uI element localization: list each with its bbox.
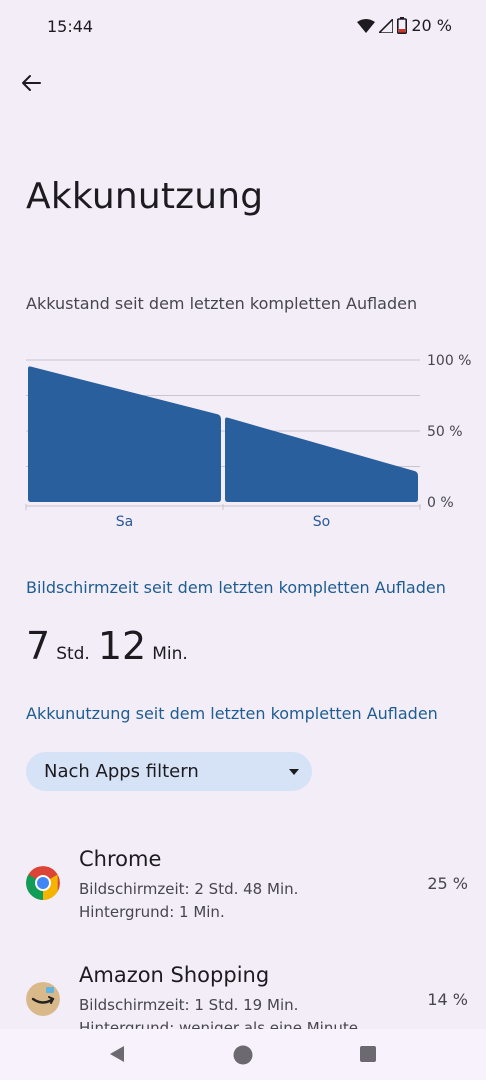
app-percent: 14 %	[427, 990, 468, 1009]
dropdown-arrow-icon	[289, 768, 299, 775]
nav-home-icon[interactable]	[233, 1045, 253, 1065]
screen-time-hours: 7	[26, 624, 51, 668]
y-tick-label: 0 %	[427, 495, 454, 511]
page-title: Akkunutzung	[26, 176, 264, 217]
battery-area-2	[225, 417, 418, 502]
back-button[interactable]	[16, 68, 46, 98]
battery-icon	[397, 17, 408, 34]
app-name: Chrome	[79, 847, 162, 871]
app-row-chrome[interactable]: Chrome Bildschirmzeit: 2 Std. 48 Min. Hi…	[0, 836, 486, 936]
usage-heading: Akkunutzung seit dem letzten kompletten …	[26, 704, 438, 723]
nav-recents-icon[interactable]	[360, 1046, 376, 1062]
y-tick-label: 50 %	[427, 424, 463, 440]
screen-time-minutes-unit: Min.	[152, 644, 188, 664]
chrome-icon	[26, 866, 60, 900]
app-filter-dropdown[interactable]: Nach Apps filtern	[26, 752, 312, 791]
wifi-icon	[357, 18, 376, 33]
screen-time-heading: Bildschirmzeit seit dem letzten komplett…	[26, 578, 446, 597]
cell-signal-icon	[379, 18, 394, 33]
nav-back-icon[interactable]	[108, 1045, 126, 1063]
screen-time-hours-unit: Std.	[56, 644, 90, 664]
status-time: 15:44	[47, 17, 94, 36]
y-tick-label: 100 %	[427, 353, 471, 369]
navigation-bar	[0, 1029, 486, 1080]
x-tick-label: So	[313, 514, 330, 530]
arrow-back-icon	[22, 75, 41, 91]
app-name: Amazon Shopping	[79, 963, 270, 987]
chart-subtitle: Akkustand seit dem letzten kompletten Au…	[26, 294, 418, 313]
screen-time-minutes: 12	[97, 624, 147, 668]
status-icons: 20 %	[357, 16, 452, 35]
battery-area-1	[28, 366, 221, 502]
filter-label: Nach Apps filtern	[44, 761, 199, 782]
screen-time-value: 7 Std. 12 Min.	[26, 624, 196, 668]
app-screen-time: Bildschirmzeit: 2 Std. 48 Min.	[79, 880, 299, 898]
app-percent: 25 %	[427, 874, 468, 893]
amazon-icon	[26, 982, 60, 1016]
x-tick-label: Sa	[116, 514, 133, 530]
app-screen-time: Bildschirmzeit: 1 Std. 19 Min.	[79, 996, 299, 1014]
battery-percent: 20 %	[411, 16, 452, 35]
battery-level-chart: 100 % 50 % 0 % Sa So	[25, 353, 471, 530]
app-background-time: Hintergrund: 1 Min.	[79, 903, 225, 921]
